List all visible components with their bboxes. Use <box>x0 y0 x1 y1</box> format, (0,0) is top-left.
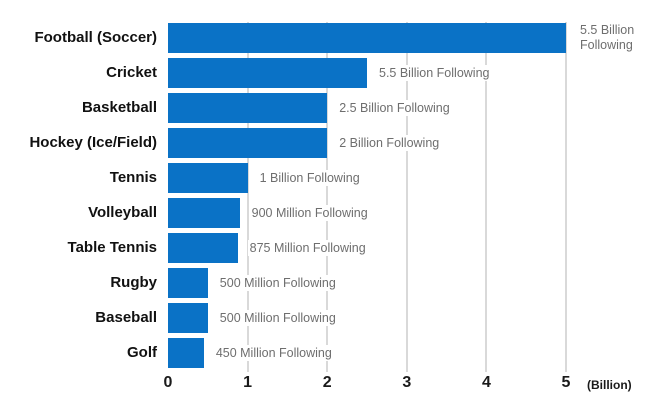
bar <box>168 233 238 263</box>
x-tick-label: 4 <box>481 374 491 391</box>
value-label: 5.5 Billion Following <box>377 65 492 81</box>
gridline <box>326 22 329 372</box>
chart-row: Football (Soccer) 5.5 Billion Following <box>0 23 655 58</box>
bar <box>168 198 240 228</box>
x-tick-label: 2 <box>322 374 332 391</box>
gridline <box>565 22 567 372</box>
value-label: 1 Billion Following <box>257 170 362 186</box>
chart-row: Rugby 500 Million Following <box>0 268 655 303</box>
x-tick-label: 3 <box>402 374 412 391</box>
x-axis-unit-label: (Billion) <box>587 378 632 392</box>
category-label: Golf <box>127 344 157 361</box>
chart-row: Baseball 500 Million Following <box>0 303 655 338</box>
category-label: Baseball <box>95 309 157 326</box>
value-label: 450 Million Following <box>213 345 334 361</box>
bar <box>168 268 208 298</box>
x-tick-label: 5 <box>561 374 571 391</box>
bar-track: 500 Million Following <box>168 268 655 298</box>
category-label: Football (Soccer) <box>34 29 157 46</box>
bar-track: 1 Billion Following <box>168 163 655 193</box>
category-label: Rugby <box>110 274 157 291</box>
category-label: Volleyball <box>88 204 157 221</box>
bar <box>168 23 566 53</box>
bar <box>168 58 367 88</box>
value-label: 2 Billion Following <box>337 135 442 151</box>
bar-track: 5.5 Billion Following <box>168 23 655 53</box>
bar-track: 2.5 Billion Following <box>168 93 655 123</box>
value-label: 875 Million Following <box>247 240 368 256</box>
value-label: 500 Million Following <box>217 275 338 291</box>
category-label: Table Tennis <box>67 239 157 256</box>
bar-track: 900 Million Following <box>168 198 655 228</box>
chart-row: Table Tennis 875 Million Following <box>0 233 655 268</box>
bar-track: 500 Million Following <box>168 303 655 333</box>
bar <box>168 93 328 123</box>
category-label: Basketball <box>81 99 157 116</box>
bar-track: 450 Million Following <box>168 338 655 368</box>
bar <box>168 163 248 193</box>
gridline <box>246 22 249 372</box>
x-tick-label: 1 <box>243 374 253 391</box>
gridline <box>405 22 408 372</box>
chart-row: Basketball 2.5 Billion Following <box>0 93 655 128</box>
value-label: 500 Million Following <box>217 310 338 326</box>
bar <box>168 338 204 368</box>
bar-track: 875 Million Following <box>168 233 655 263</box>
bar-track: 5.5 Billion Following <box>168 58 655 88</box>
bar-track: 2 Billion Following <box>168 128 655 158</box>
chart-row: Cricket 5.5 Billion Following <box>0 58 655 93</box>
value-label: 900 Million Following <box>249 205 370 221</box>
value-label: 5.5 Billion Following <box>580 23 635 52</box>
chart-row: Volleyball 900 Million Following <box>0 198 655 233</box>
category-label: Cricket <box>106 64 157 81</box>
x-axis: 0 1 2 3 4 5 (Billion) <box>0 374 655 396</box>
chart-row: Golf 450 Million Following <box>0 338 655 373</box>
bar <box>168 128 328 158</box>
chart-row: Tennis 1 Billion Following <box>0 163 655 198</box>
chart-row: Hockey (Ice/Field) 2 Billion Following <box>0 128 655 163</box>
category-label: Tennis <box>109 169 157 186</box>
gridline <box>485 22 488 372</box>
value-label: 2.5 Billion Following <box>337 100 452 116</box>
bar <box>168 303 208 333</box>
category-label: Hockey (Ice/Field) <box>29 134 157 151</box>
x-tick-label: 0 <box>163 374 173 391</box>
